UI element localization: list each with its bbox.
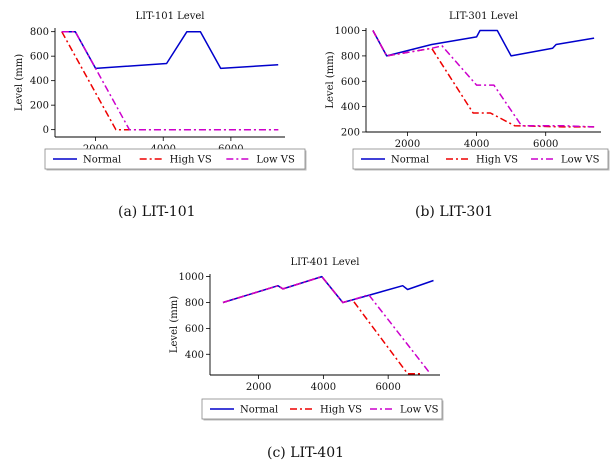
- legend-entry-low-vs: Low VS: [561, 155, 600, 166]
- y-axis-label: Level (mm): [14, 54, 25, 111]
- y-tick-label: 800: [341, 51, 360, 62]
- legend-entry-normal: Normal: [240, 405, 278, 416]
- series-line-high-vs: [222, 275, 421, 375]
- chart-title: LIT-401 Level: [291, 257, 360, 268]
- caption-lit-301: (b) LIT-301: [415, 204, 494, 220]
- series-line-high-vs: [372, 30, 595, 128]
- x-tick-label: 4000: [311, 382, 336, 393]
- legend-box: [201, 398, 443, 420]
- x-tick-label: 4000: [464, 139, 489, 150]
- legend-entry-low-vs: Low VS: [256, 155, 295, 166]
- legend-entry-normal: Normal: [83, 155, 121, 166]
- y-tick-label: 400: [30, 76, 49, 87]
- series-line-normal: [372, 29, 595, 57]
- legend-entry-normal: Normal: [391, 155, 429, 166]
- y-tick-label: 600: [185, 324, 204, 335]
- legend-entry-high-vs: High VS: [320, 405, 362, 416]
- caption-lit-401: (c) LIT-401: [267, 445, 345, 461]
- chart-panel-lit-301: LIT-301 Level Level (mm) 200 400 600 800 1000 2…: [303, 0, 613, 235]
- caption-lit-101: (a) LIT-101: [118, 204, 196, 220]
- legend-entry-high-vs: High VS: [476, 155, 518, 166]
- legend-entry-high-vs: High VS: [170, 155, 212, 166]
- y-axis-label: Level (mm): [325, 51, 336, 108]
- chart-title: LIT-101 Level: [136, 11, 205, 22]
- series-line-high-vs: [61, 31, 279, 131]
- series-line-low-vs: [222, 275, 431, 375]
- legend-box: [352, 148, 609, 170]
- x-tick-label: 6000: [375, 382, 400, 393]
- series-line-normal: [222, 275, 434, 304]
- y-tick-label: 600: [30, 52, 49, 63]
- x-tick-label: 2000: [395, 139, 420, 150]
- legend-entry-low-vs: Low VS: [400, 405, 439, 416]
- y-tick-label: 200: [30, 101, 49, 112]
- y-tick-label: 800: [185, 298, 204, 309]
- y-tick-label: 800: [30, 27, 49, 38]
- chart-title: LIT-301 Level: [449, 11, 518, 22]
- y-tick-label: 400: [341, 102, 360, 113]
- y-tick-label: 1000: [179, 272, 204, 283]
- series-line-low-vs: [61, 30, 279, 131]
- y-tick-label: 600: [341, 77, 360, 88]
- series-line-normal: [61, 30, 279, 70]
- y-axis-label: Level (mm): [169, 296, 180, 353]
- series-line-low-vs: [372, 30, 595, 128]
- y-tick-label: 400: [185, 350, 204, 361]
- x-tick-label: 2000: [246, 382, 271, 393]
- y-tick-label: 1000: [335, 26, 360, 37]
- legend-box: [44, 148, 306, 170]
- chart-panel-lit-401: LIT-401 Level Level (mm) 400 600 800 1000 2000…: [150, 248, 460, 470]
- chart-svg-lit-301: LIT-301 Level Level (mm) 200 400 600 800 1000 2…: [325, 11, 610, 171]
- chart-svg-lit-401: LIT-401 Level Level (mm) 400 600 800 1000 2000…: [169, 257, 444, 421]
- y-tick-label: 0: [43, 125, 49, 136]
- y-tick-label: 200: [341, 128, 360, 139]
- x-tick-label: 6000: [533, 139, 558, 150]
